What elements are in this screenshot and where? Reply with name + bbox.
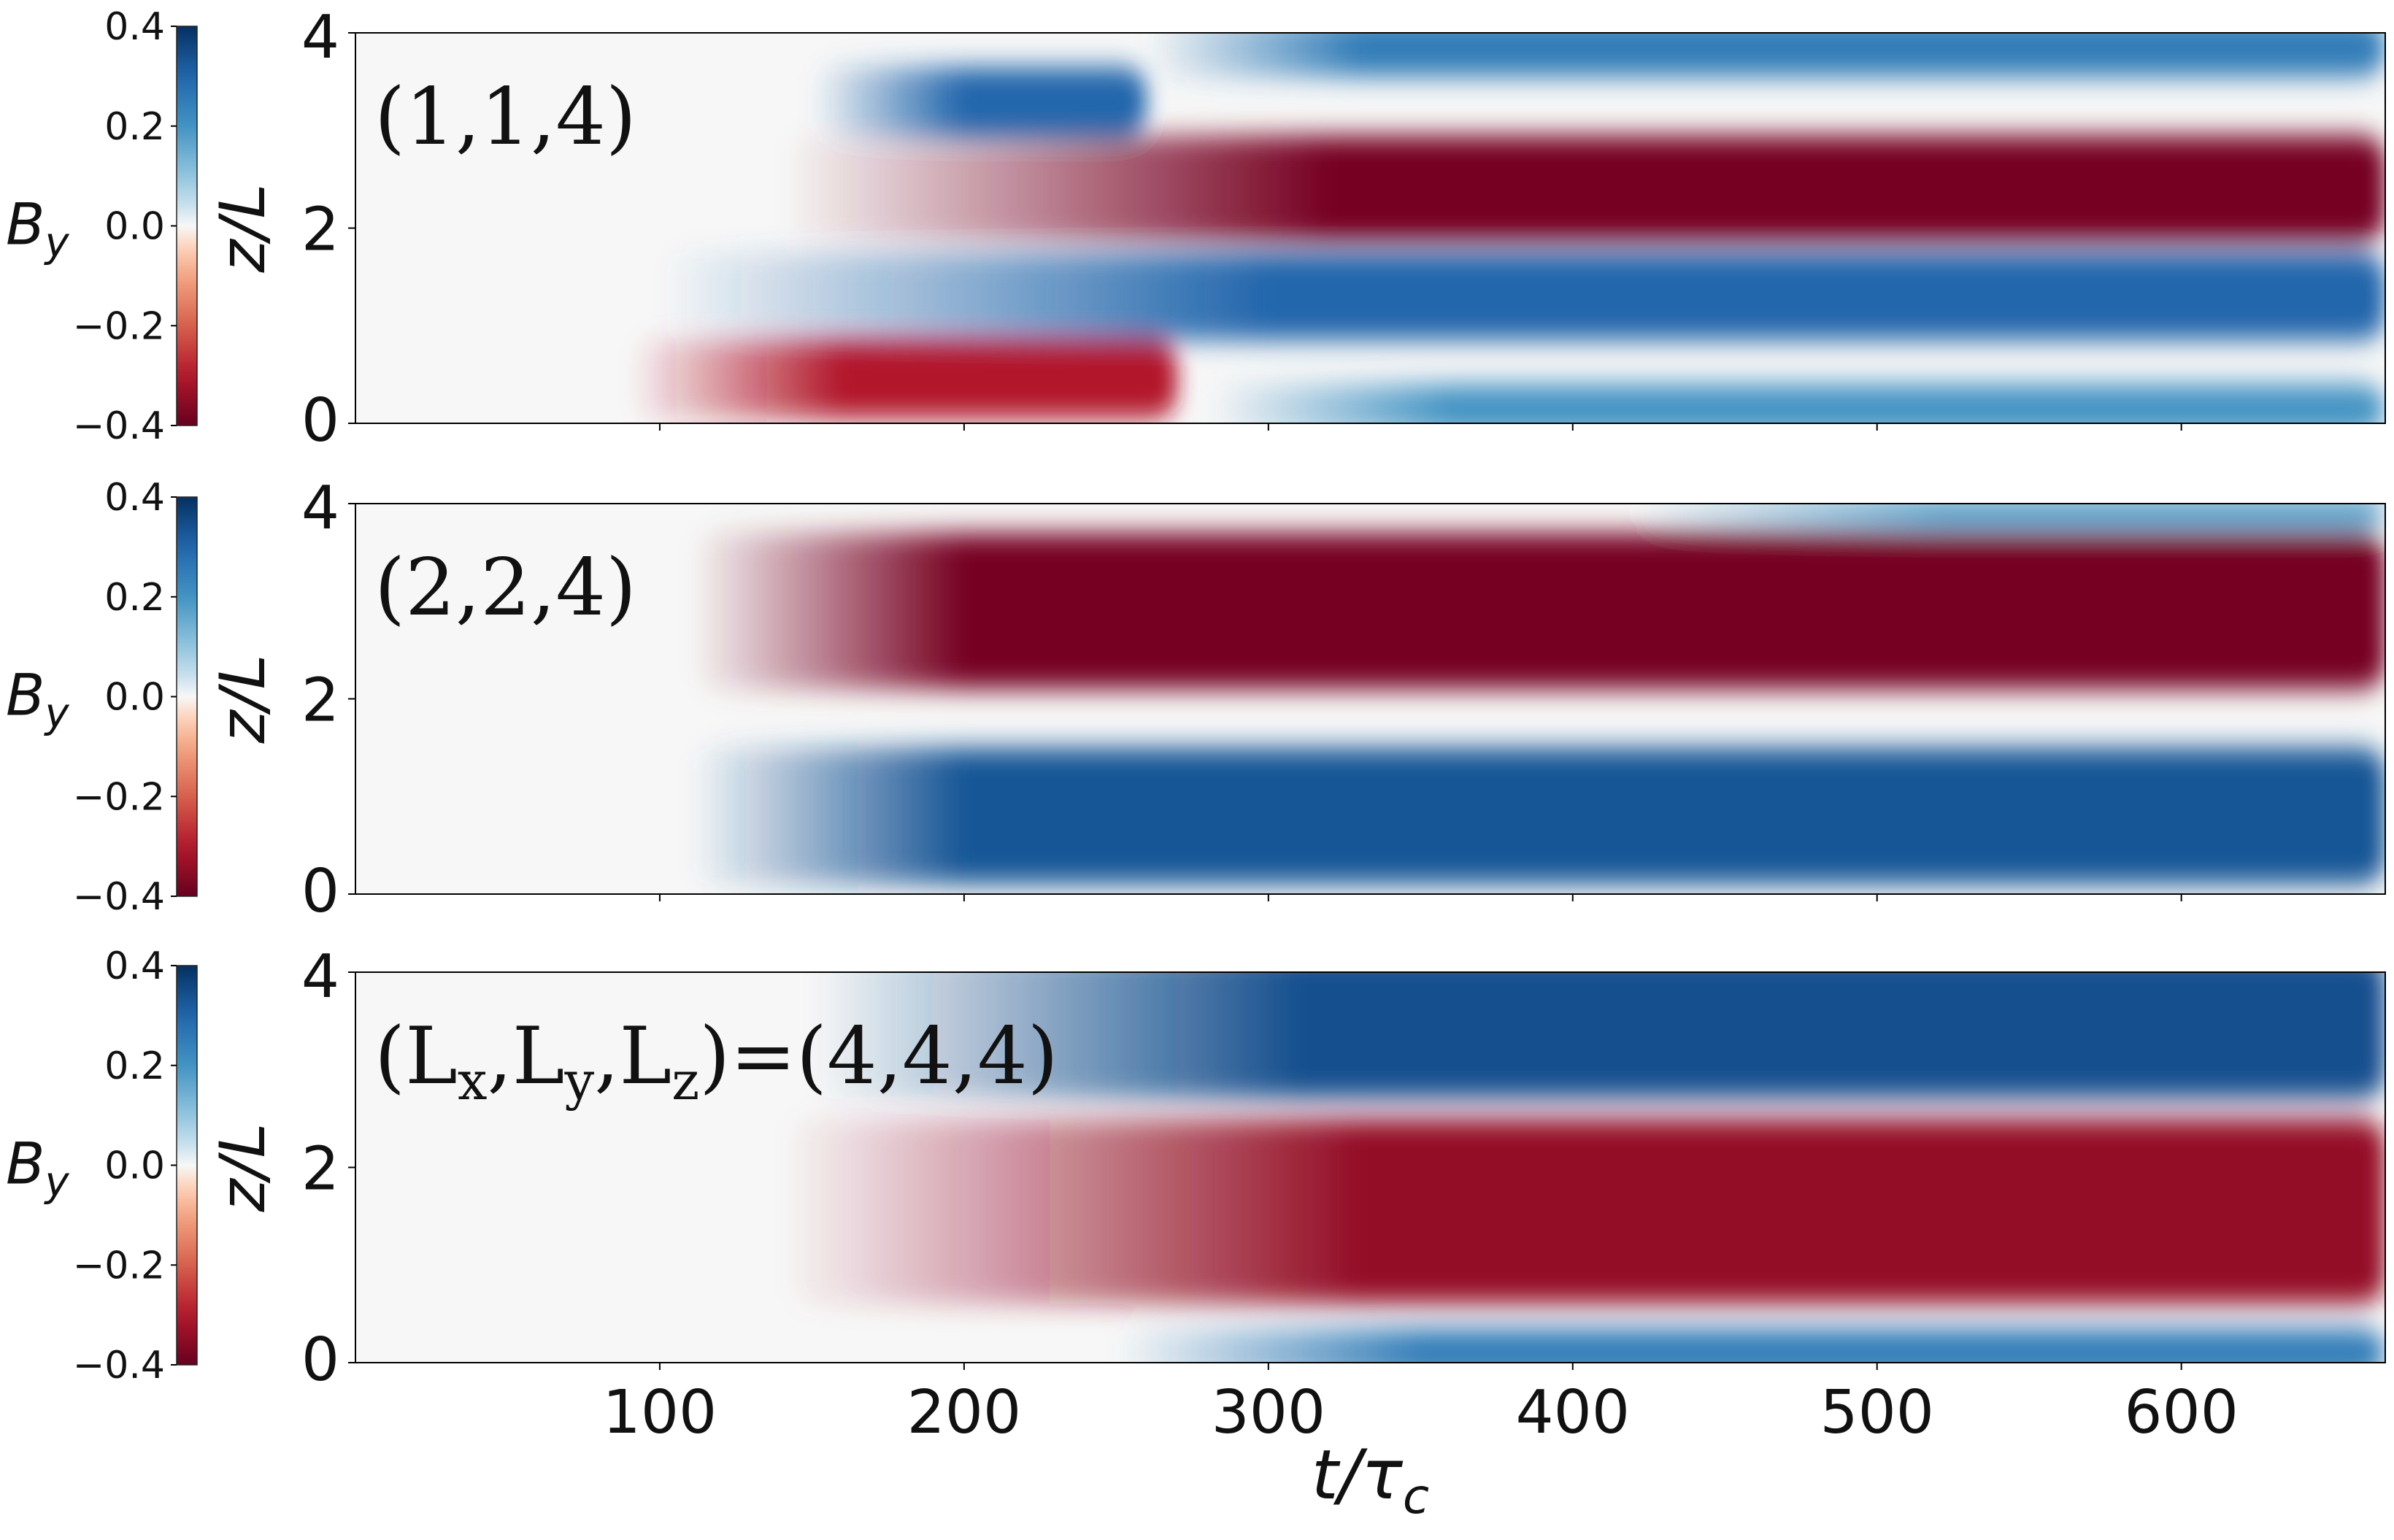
heatmap-bands — [690, 504, 2385, 885]
field-band — [1116, 1328, 2385, 1363]
y-tick-label: 2 — [301, 196, 339, 265]
panel-label: (1,1,4) — [374, 72, 636, 163]
colorbar-gradient — [177, 26, 197, 426]
panel-1: 0 2 4 z/L (1,1,4) — [207, 3, 2386, 455]
y-tick-label: 2 — [301, 1135, 339, 1204]
label-text: ,L — [487, 1011, 564, 1102]
y-tick-label: 0 — [301, 857, 339, 926]
x-axis-label-base: t/τ — [1312, 1436, 1404, 1515]
colorbar-label-subscript: y — [44, 1158, 70, 1206]
label-subscript: z — [671, 1050, 699, 1112]
heatmap-field — [781, 972, 2385, 1363]
colorbar-tick-label: 0.2 — [104, 1044, 165, 1088]
field-band — [629, 340, 1177, 419]
colorbar-2: 0.4 0.2 0.0 −0.2 −0.4 By — [6, 476, 198, 919]
field-band — [1633, 504, 2385, 528]
y-axis-label: z/L — [207, 183, 280, 273]
x-tick-label: 600 — [2124, 1378, 2239, 1447]
label-text: )=(4,4,4) — [699, 1011, 1058, 1102]
y-tick-label: 0 — [301, 1325, 339, 1395]
colorbar-label-subscript: y — [44, 690, 70, 737]
colorbar-tick-label: 0.0 — [104, 1144, 165, 1188]
panel-label: (2,2,4) — [374, 542, 636, 634]
y-tick-label: 4 — [301, 3, 339, 72]
y-tick-label: 4 — [301, 942, 339, 1012]
heatmap-bands — [629, 33, 2385, 423]
label-text: (L — [374, 1011, 458, 1102]
label-text: ,L — [594, 1011, 671, 1102]
colorbar-tick-label: 0.2 — [104, 576, 165, 620]
x-tick-label: 500 — [1820, 1378, 1934, 1447]
field-band — [690, 747, 2385, 885]
label-subscript: x — [458, 1050, 488, 1112]
colorbar-tick-label: −0.2 — [73, 775, 165, 819]
heatmap-field — [690, 504, 2385, 885]
field-band — [1207, 384, 2385, 423]
colorbar-tick-label: 0.4 — [104, 944, 165, 988]
colorbar-tick-label: −0.4 — [73, 875, 165, 919]
x-tick-label: 100 — [603, 1378, 717, 1447]
colorbars-group: 0.40.20.0−0.2−0.4By0.40.20.0−0.2−0.4By0.… — [6, 5, 198, 1387]
colorbar-label-base: B — [6, 663, 45, 729]
panels-group: 024z/L(1,1,4)024z/L(2,2,4)024z/L(Lx,Ly,L… — [207, 3, 2386, 1395]
colorbar-tick-label: 0.4 — [104, 476, 165, 520]
label-text: (2,2,4) — [374, 542, 636, 634]
colorbar-label-base: B — [6, 1132, 45, 1198]
colorbar-tick-label: 0.0 — [104, 676, 165, 720]
colorbar-1: 0.4 0.2 0.0 −0.2 −0.4 By — [6, 5, 198, 448]
colorbar-3: 0.4 0.2 0.0 −0.2 −0.4 By — [6, 944, 198, 1387]
colorbar-tick-label: −0.2 — [73, 1244, 165, 1287]
y-axis-label: z/L — [207, 654, 280, 744]
y-tick-label: 4 — [301, 474, 339, 543]
heatmap-field — [629, 33, 2385, 423]
x-axis-label: t/τc — [1312, 1436, 1429, 1525]
colorbar-tick-label: −0.4 — [73, 404, 165, 448]
colorbar-label: By — [6, 663, 70, 738]
panel-label: (Lx,Ly,Lz)=(4,4,4) — [374, 1011, 1058, 1112]
colorbar-label: By — [6, 1132, 70, 1206]
colorbar-tick-label: 0.2 — [104, 105, 165, 149]
field-band — [781, 1118, 2385, 1304]
colorbar-tick-label: 0.0 — [104, 205, 165, 249]
field-band — [781, 135, 2385, 243]
colorbar-gradient — [177, 966, 197, 1365]
field-band — [1147, 33, 2385, 77]
field-band — [690, 533, 2385, 690]
x-axis-label-subscript: c — [1403, 1468, 1429, 1525]
colorbar-tick-label: 0.4 — [104, 5, 165, 49]
y-tick-label: 2 — [301, 666, 339, 736]
colorbar-tick-label: −0.2 — [73, 304, 165, 348]
x-tick-label: 300 — [1212, 1378, 1326, 1447]
field-band — [659, 252, 2385, 341]
colorbar-label: By — [6, 193, 70, 267]
field-band — [812, 972, 2385, 1099]
field-band — [812, 66, 1147, 136]
colorbar-label-subscript: y — [44, 219, 70, 266]
x-tick-label: 200 — [907, 1378, 1022, 1447]
colorbar-label-base: B — [6, 193, 45, 258]
panel-2: 0 2 4 z/L (2,2,4) — [207, 474, 2386, 926]
heatmap-bands — [781, 972, 2385, 1363]
colorbar-gradient — [177, 497, 197, 896]
label-subscript: y — [564, 1050, 595, 1112]
x-axis: 100 200 300 400 500 600 t/τc — [603, 1378, 2239, 1525]
y-axis-label: z/L — [207, 1123, 280, 1212]
x-tick-label: 400 — [1516, 1378, 1631, 1447]
y-tick-label: 0 — [301, 386, 339, 455]
colorbar-tick-label: −0.4 — [73, 1344, 165, 1387]
label-text: (1,1,4) — [374, 72, 636, 163]
